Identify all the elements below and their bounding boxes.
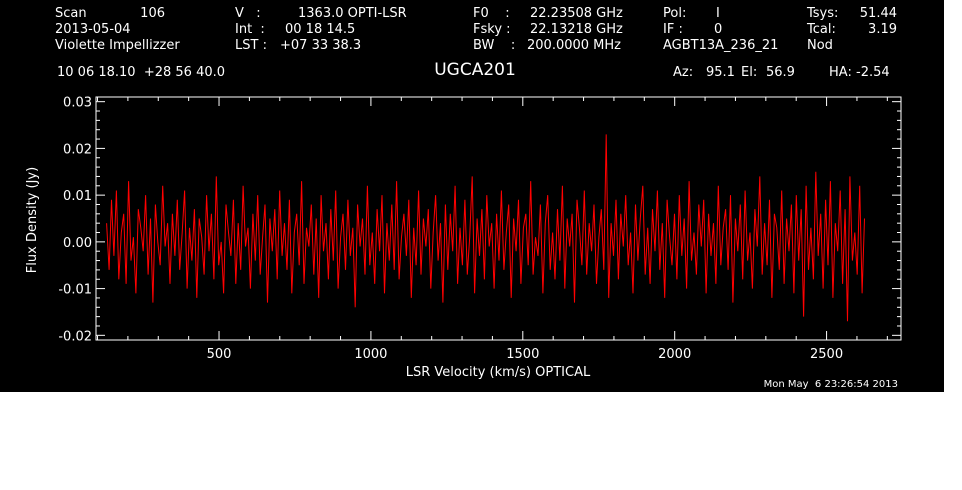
x-tick-label: 1500 bbox=[506, 347, 539, 362]
spectrum-chart: 500 1000 1500 2000 2500 -0.02 -0.01 0.00 0.01 0.0… bbox=[25, 96, 902, 380]
tcal-value: 3.19 bbox=[868, 22, 897, 37]
plot-timestamp: Mon May 6 23:26:54 2013 bbox=[763, 379, 898, 390]
scan-value: 106 bbox=[140, 6, 165, 21]
bandwidth-value: 200.0000 MHz bbox=[527, 38, 621, 53]
y-tick-label: 0.00 bbox=[63, 236, 92, 251]
f0-label: F0 : bbox=[473, 6, 510, 21]
tcal-label: Tcal: bbox=[807, 22, 836, 37]
observer-name: Violette Impellizzer bbox=[55, 38, 180, 53]
tsys-value: 51.44 bbox=[859, 6, 897, 21]
tsys-label: Tsys: bbox=[807, 6, 839, 21]
ha-value: -2.54 bbox=[856, 65, 890, 80]
project-id: AGBT13A_236_21 bbox=[663, 38, 779, 53]
lst-value: +07 33 38.3 bbox=[280, 38, 362, 53]
if-value: 0 bbox=[714, 22, 723, 37]
pol-label: Pol: bbox=[663, 6, 687, 21]
chart-title: UGCA201 bbox=[434, 60, 516, 80]
velocity-value: 1363.0 OPTI-LSR bbox=[298, 6, 407, 21]
observing-mode: Nod bbox=[807, 38, 833, 53]
bandwidth-label: BW : bbox=[473, 38, 516, 53]
az-value: 95.1 bbox=[706, 65, 735, 80]
y-tick-label: -0.02 bbox=[58, 329, 92, 344]
scan-label: Scan bbox=[55, 6, 87, 21]
pol-value: I bbox=[716, 6, 720, 21]
x-axis-label: LSR Velocity (km/s) OPTICAL bbox=[406, 365, 591, 380]
lst-label: LST : bbox=[235, 38, 267, 53]
az-label: Az: bbox=[673, 65, 694, 80]
y-tick-label: 0.03 bbox=[63, 96, 92, 111]
ha-label: HA: bbox=[829, 65, 852, 80]
x-tick-label: 2500 bbox=[810, 347, 843, 362]
fsky-label: Fsky : bbox=[473, 22, 511, 37]
y-tick-label: -0.01 bbox=[58, 283, 92, 298]
source-coordinates: 10 06 18.10 +28 56 40.0 bbox=[57, 65, 226, 80]
el-value: 56.9 bbox=[766, 65, 795, 80]
y-axis-label: Flux Density (Jy) bbox=[25, 167, 40, 273]
f0-value: 22.23508 GHz bbox=[530, 6, 623, 21]
if-label: IF : bbox=[663, 22, 683, 37]
x-tick-label: 500 bbox=[207, 347, 232, 362]
plot-panel: Scan 106 2013-05-04 Violette Impellizzer… bbox=[0, 0, 944, 392]
spectrum-series-line bbox=[106, 134, 865, 322]
observation-date: 2013-05-04 bbox=[55, 22, 131, 37]
el-label: El: bbox=[741, 65, 758, 80]
y-tick-label: 0.01 bbox=[63, 189, 92, 204]
x-tick-label: 2000 bbox=[658, 347, 691, 362]
plot-frame bbox=[95, 96, 902, 341]
x-tick-label: 1000 bbox=[354, 347, 387, 362]
y-tick-label: 0.02 bbox=[63, 142, 92, 157]
fsky-value: 22.13218 GHz bbox=[530, 22, 623, 37]
velocity-label: V : bbox=[235, 6, 261, 21]
integration-label: Int : bbox=[235, 22, 265, 37]
integration-value: 00 18 14.5 bbox=[285, 22, 356, 37]
